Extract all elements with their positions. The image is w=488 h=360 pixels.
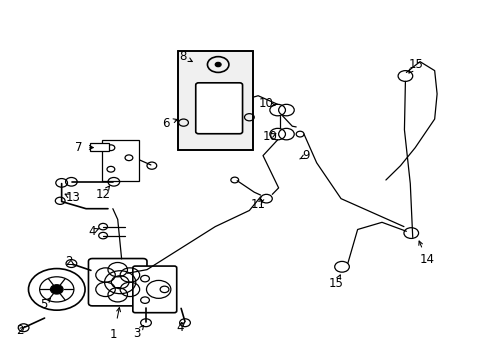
Text: 1: 1 bbox=[110, 328, 117, 341]
Text: 7: 7 bbox=[75, 140, 82, 153]
Text: 13: 13 bbox=[65, 192, 80, 204]
FancyBboxPatch shape bbox=[195, 83, 242, 134]
Bar bbox=[90, 143, 109, 151]
Text: 4: 4 bbox=[88, 225, 96, 238]
Text: 12: 12 bbox=[95, 188, 110, 201]
FancyBboxPatch shape bbox=[133, 266, 176, 313]
Text: 3: 3 bbox=[133, 327, 141, 340]
Text: 10: 10 bbox=[259, 98, 273, 111]
Text: 9: 9 bbox=[302, 149, 309, 162]
Text: 2: 2 bbox=[17, 324, 24, 337]
Bar bbox=[177, 51, 253, 149]
Text: 4: 4 bbox=[176, 320, 183, 333]
Text: 15: 15 bbox=[328, 277, 343, 290]
Bar bbox=[205, 85, 232, 91]
Circle shape bbox=[50, 285, 63, 294]
Text: 8: 8 bbox=[179, 50, 186, 63]
Text: 11: 11 bbox=[250, 198, 265, 211]
Text: 2: 2 bbox=[65, 255, 73, 268]
Text: 6: 6 bbox=[162, 117, 169, 130]
Text: 10: 10 bbox=[262, 130, 277, 143]
Text: 14: 14 bbox=[419, 253, 433, 266]
Bar bbox=[177, 51, 253, 149]
FancyBboxPatch shape bbox=[88, 258, 147, 306]
Text: 15: 15 bbox=[408, 58, 423, 71]
Bar bbox=[102, 140, 139, 181]
Text: 5: 5 bbox=[40, 298, 47, 311]
Circle shape bbox=[215, 62, 221, 67]
